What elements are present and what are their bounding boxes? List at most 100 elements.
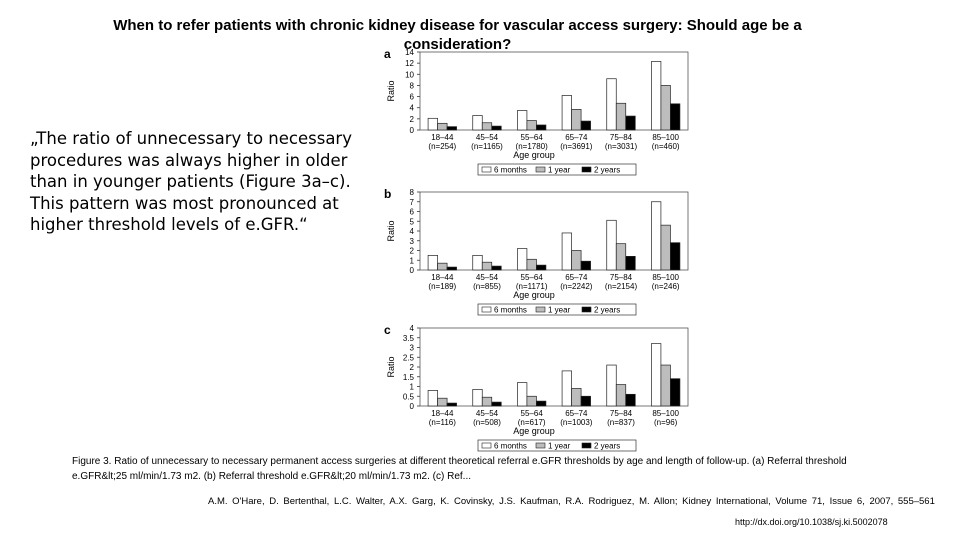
bar [580, 260, 591, 271]
legend-label: 6 months [494, 166, 527, 175]
y-axis-label: Ratio [386, 80, 396, 101]
panel-label: c [384, 323, 391, 337]
bar [580, 120, 591, 131]
x-tick-label: 18–44 [431, 409, 454, 418]
y-tick-label: 1 [410, 256, 415, 265]
bar [571, 388, 582, 407]
legend-swatch [581, 166, 592, 173]
y-tick-label: 10 [405, 70, 414, 79]
chart-svg-a: a Ratio 0 2 4 6 8 10 12 14 18–44(n=254) 45–54(n=116… [384, 47, 689, 176]
bar [491, 125, 502, 131]
bar [526, 120, 537, 131]
bar [472, 255, 483, 271]
n-label: (n=617) [518, 418, 546, 427]
slide-title: When to refer patients with chronic kidn… [113, 17, 802, 53]
y-tick-label: 6 [410, 93, 415, 102]
bar [561, 370, 572, 407]
n-label: (n=1003) [560, 418, 593, 427]
y-tick-label: 4 [410, 227, 415, 236]
y-tick-label: 1.5 [403, 373, 415, 382]
bar [660, 224, 671, 271]
bar [536, 264, 547, 271]
bar [517, 248, 528, 271]
n-label: (n=837) [607, 418, 635, 427]
bar [660, 364, 671, 407]
n-label: (n=3031) [605, 142, 638, 151]
y-tick-label: 0 [410, 402, 415, 411]
x-tick-label: 18–44 [431, 133, 454, 142]
bar [561, 95, 572, 131]
bar [446, 402, 457, 407]
legend-label: 2 years [594, 442, 620, 451]
bar [427, 255, 438, 271]
x-tick-label: 65–74 [565, 133, 588, 142]
y-axis-label: Ratio [386, 356, 396, 377]
bar [615, 384, 627, 407]
bar [491, 401, 502, 407]
y-tick-label: 4 [410, 104, 415, 113]
y-tick-label: 14 [405, 48, 414, 57]
bar [472, 389, 483, 407]
bar [437, 262, 448, 271]
y-tick-label: 8 [410, 188, 415, 197]
bar [615, 243, 627, 271]
doi-link[interactable]: http://dx.doi.org/10.1038/sj.ki.5002078 [735, 517, 888, 527]
legend-box [477, 163, 637, 176]
legend-swatch [581, 306, 592, 313]
y-tick-label: 3.5 [403, 334, 415, 343]
legend-label: 2 years [594, 166, 620, 175]
panel-label: a [384, 47, 391, 61]
bar [536, 124, 547, 131]
x-tick-label: 75–84 [610, 409, 633, 418]
bar [446, 126, 457, 131]
n-label: (n=254) [428, 142, 456, 151]
x-tick-label: 55–64 [521, 273, 544, 282]
n-label: (n=508) [473, 418, 501, 427]
legend-label: 1 year [548, 166, 571, 175]
bar [571, 109, 582, 131]
legend-swatch [535, 166, 546, 173]
bar [606, 219, 617, 271]
legend-swatch [581, 442, 592, 449]
bar [526, 258, 537, 271]
bar [517, 110, 528, 131]
chart-panel-b: b Ratio 0 1 2 3 4 5 6 7 8 18–44 (n=189) 45–54 (n=855) 5… [368, 186, 700, 328]
x-tick-label: 85–100 [652, 133, 679, 142]
bar [670, 378, 681, 407]
y-tick-label: 3 [410, 237, 415, 246]
x-axis-label: Age group [513, 150, 555, 160]
x-tick-label: 45–54 [476, 409, 499, 418]
bar [472, 115, 483, 131]
bar [437, 122, 448, 131]
x-tick-label: 45–54 [476, 133, 499, 142]
bar [660, 85, 671, 131]
bar [625, 115, 636, 131]
y-tick-label: 2 [410, 247, 415, 256]
legend-box [477, 439, 637, 452]
n-label: (n=1780) [516, 142, 549, 151]
bar [571, 250, 582, 271]
bar [491, 265, 502, 271]
legend-swatch [535, 442, 546, 449]
y-tick-label: 0.5 [403, 392, 415, 401]
n-label: (n=189) [428, 282, 456, 291]
plot-frame [419, 51, 689, 131]
bar [606, 78, 617, 131]
legend-swatch [481, 306, 492, 313]
bar [536, 400, 547, 407]
plot-frame [419, 327, 689, 407]
y-tick-label: 4 [410, 324, 415, 333]
bar [481, 261, 493, 271]
y-tick-label: 12 [405, 59, 414, 68]
y-tick-label: 2.5 [403, 353, 415, 362]
bar [606, 364, 617, 407]
y-tick-label: 5 [410, 217, 415, 226]
quote-text: „The ratio of unnecessary to necessary p… [30, 129, 352, 234]
legend-label: 6 months [494, 306, 527, 315]
bar [670, 242, 681, 271]
n-label: (n=3691) [560, 142, 593, 151]
legend-label: 6 months [494, 442, 527, 451]
x-tick-label: 75–84 [610, 273, 633, 282]
y-axis-label: Ratio [386, 220, 396, 241]
